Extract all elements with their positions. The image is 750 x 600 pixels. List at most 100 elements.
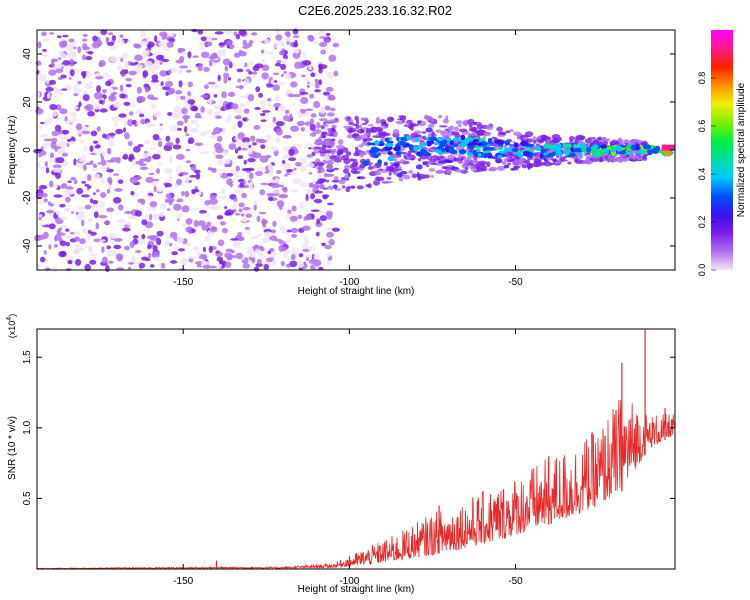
spectrogram-band-cell — [413, 123, 420, 127]
colorbar-tick-label: 0.0 — [697, 264, 707, 277]
spectrogram-noise-cell — [78, 158, 88, 163]
spectrogram-band-cell — [325, 161, 335, 165]
spectrogram-band-cell — [389, 164, 394, 171]
spectrogram-noise-cell — [282, 115, 291, 121]
spectrogram-noise-cell — [108, 32, 114, 36]
spectrogram-noise-cell — [92, 192, 96, 195]
spectrogram-noise-cell — [208, 56, 217, 60]
spectrogram-noise-cell — [149, 213, 153, 221]
spectrogram-noise-cell — [163, 33, 168, 38]
spectrogram-noise-cell — [87, 185, 92, 189]
spectrogram-noise-cell — [70, 176, 76, 181]
spectrogram-noise-cell — [218, 42, 226, 46]
spectrogram-noise-cell — [248, 172, 254, 180]
spectrogram-noise-cell — [293, 48, 300, 54]
spectrogram-noise-cell — [114, 188, 123, 192]
spectrogram-noise-cell — [82, 33, 88, 37]
spectrogram-noise-cell — [290, 81, 298, 88]
spectrogram-noise-cell — [173, 105, 182, 114]
spectrogram-noise-cell — [233, 197, 238, 203]
snr-ticks: -150 -100 -50 0.5 1.0 1.5 — [22, 329, 675, 587]
spectrogram-band-cell — [350, 185, 356, 189]
spectrogram-noise-cell — [184, 176, 190, 184]
spectrogram-noise-cell — [62, 129, 70, 135]
spectrogram-signal-cell — [634, 150, 640, 155]
spectrogram-noise-cell — [131, 159, 136, 166]
colorbar-ticks: 0.0 0.2 0.4 0.6 0.8 — [697, 72, 716, 277]
spectrogram-noise-cell — [300, 127, 305, 132]
spectrogram-noise-cell — [283, 239, 292, 243]
spectrogram-noise-cell — [138, 238, 145, 245]
spectrogram-noise-cell — [175, 90, 183, 95]
spectrogram-band-cell — [356, 135, 362, 141]
spectrogram-noise-cell — [100, 165, 106, 172]
spectrogram-noise-cell — [206, 204, 216, 210]
spectrogram-noise-cell — [82, 43, 88, 51]
spectrogram-noise-cell — [299, 64, 305, 69]
spectrogram-band-cell — [358, 144, 364, 148]
spectrogram-noise-cell — [275, 128, 283, 136]
spectrogram-noise-cell — [65, 196, 71, 203]
spectrogram-signal-cell — [468, 141, 478, 146]
spectrogram-noise-cell — [124, 60, 129, 68]
spectrogram-noise-cell — [127, 140, 133, 147]
spectrogram-band-cell — [617, 157, 624, 163]
spectrogram-noise-cell — [67, 259, 73, 265]
spectrogram-noise-cell — [200, 106, 205, 113]
spectrogram-noise-cell — [259, 155, 269, 163]
spectrogram-noise-cell — [192, 55, 199, 59]
spectrogram-signal-cell — [498, 150, 507, 154]
spectrogram-band-cell — [355, 118, 360, 125]
spectrogram-band-cell — [513, 159, 521, 165]
spectrogram-noise-cell — [149, 264, 155, 268]
spectrogram-band-cell — [313, 150, 320, 154]
spectrogram-signal-cell — [436, 136, 444, 142]
spectrogram-band-cell — [454, 169, 464, 173]
spectrogram-noise-cell — [96, 126, 101, 132]
spectrogram-noise-cell — [318, 79, 322, 86]
spectrogram-noise-cell — [232, 125, 237, 131]
spectrogram-noise-cell — [206, 221, 212, 227]
spectrogram-noise-cell — [329, 107, 336, 112]
spectrogram-signal-cell — [562, 142, 567, 148]
spectrogram-noise-cell — [86, 232, 91, 240]
spectrogram-noise-cell — [284, 37, 292, 42]
spectrogram-noise-cell — [158, 140, 163, 148]
spectrogram-noise-cell — [158, 162, 162, 167]
spectrogram-signal-cell — [543, 152, 548, 156]
spectrogram-band-cell — [356, 128, 366, 134]
spectrogram-noise-cell — [50, 141, 57, 149]
spectrogram-band-cell — [345, 178, 349, 182]
spectrogram-signal-cell — [494, 139, 503, 145]
spectrogram-noise-cell — [58, 57, 62, 60]
spectrogram-signal-cell — [434, 141, 439, 146]
spectrogram-noise-cell — [199, 130, 208, 137]
spectrogram-signal-cell — [585, 146, 592, 153]
spectrogram-noise-cell — [241, 218, 248, 223]
spectrogram-noise-cell — [235, 252, 243, 260]
spectrogram-noise-cell — [108, 139, 115, 147]
spectrogram-band-cell — [568, 136, 575, 142]
spectrogram-band-cell — [595, 140, 599, 143]
spectrogram-noise-cell — [81, 180, 87, 184]
spectrogram-noise-cell — [284, 73, 292, 80]
spectrogram-signal-cell — [543, 143, 552, 149]
spectrogram-signal-cell — [486, 147, 496, 151]
spectrogram-noise-cell — [61, 152, 69, 157]
spectrogram-noise-cell — [290, 125, 299, 132]
spectrogram-noise-cell — [203, 66, 210, 73]
spectrogram-noise-cell — [106, 207, 114, 213]
spectrogram-noise-cell — [257, 167, 266, 172]
spectrogram-noise-cell — [68, 140, 76, 145]
spectrogram-noise-cell — [175, 59, 184, 64]
spectrogram-noise-cell — [133, 265, 141, 270]
spectrogram-band-cell — [386, 116, 394, 123]
spectrogram-noise-cell — [269, 168, 274, 176]
spectrogram-noise-cell — [299, 156, 308, 165]
spectrogram-noise-cell — [216, 159, 224, 167]
spectrogram-noise-cell — [50, 60, 55, 67]
spectrogram-band-cell — [392, 128, 400, 135]
spectrogram-noise-cell — [215, 146, 224, 154]
spectrogram-noise-cell — [124, 69, 129, 74]
spectrogram-noise-cell — [279, 194, 289, 199]
